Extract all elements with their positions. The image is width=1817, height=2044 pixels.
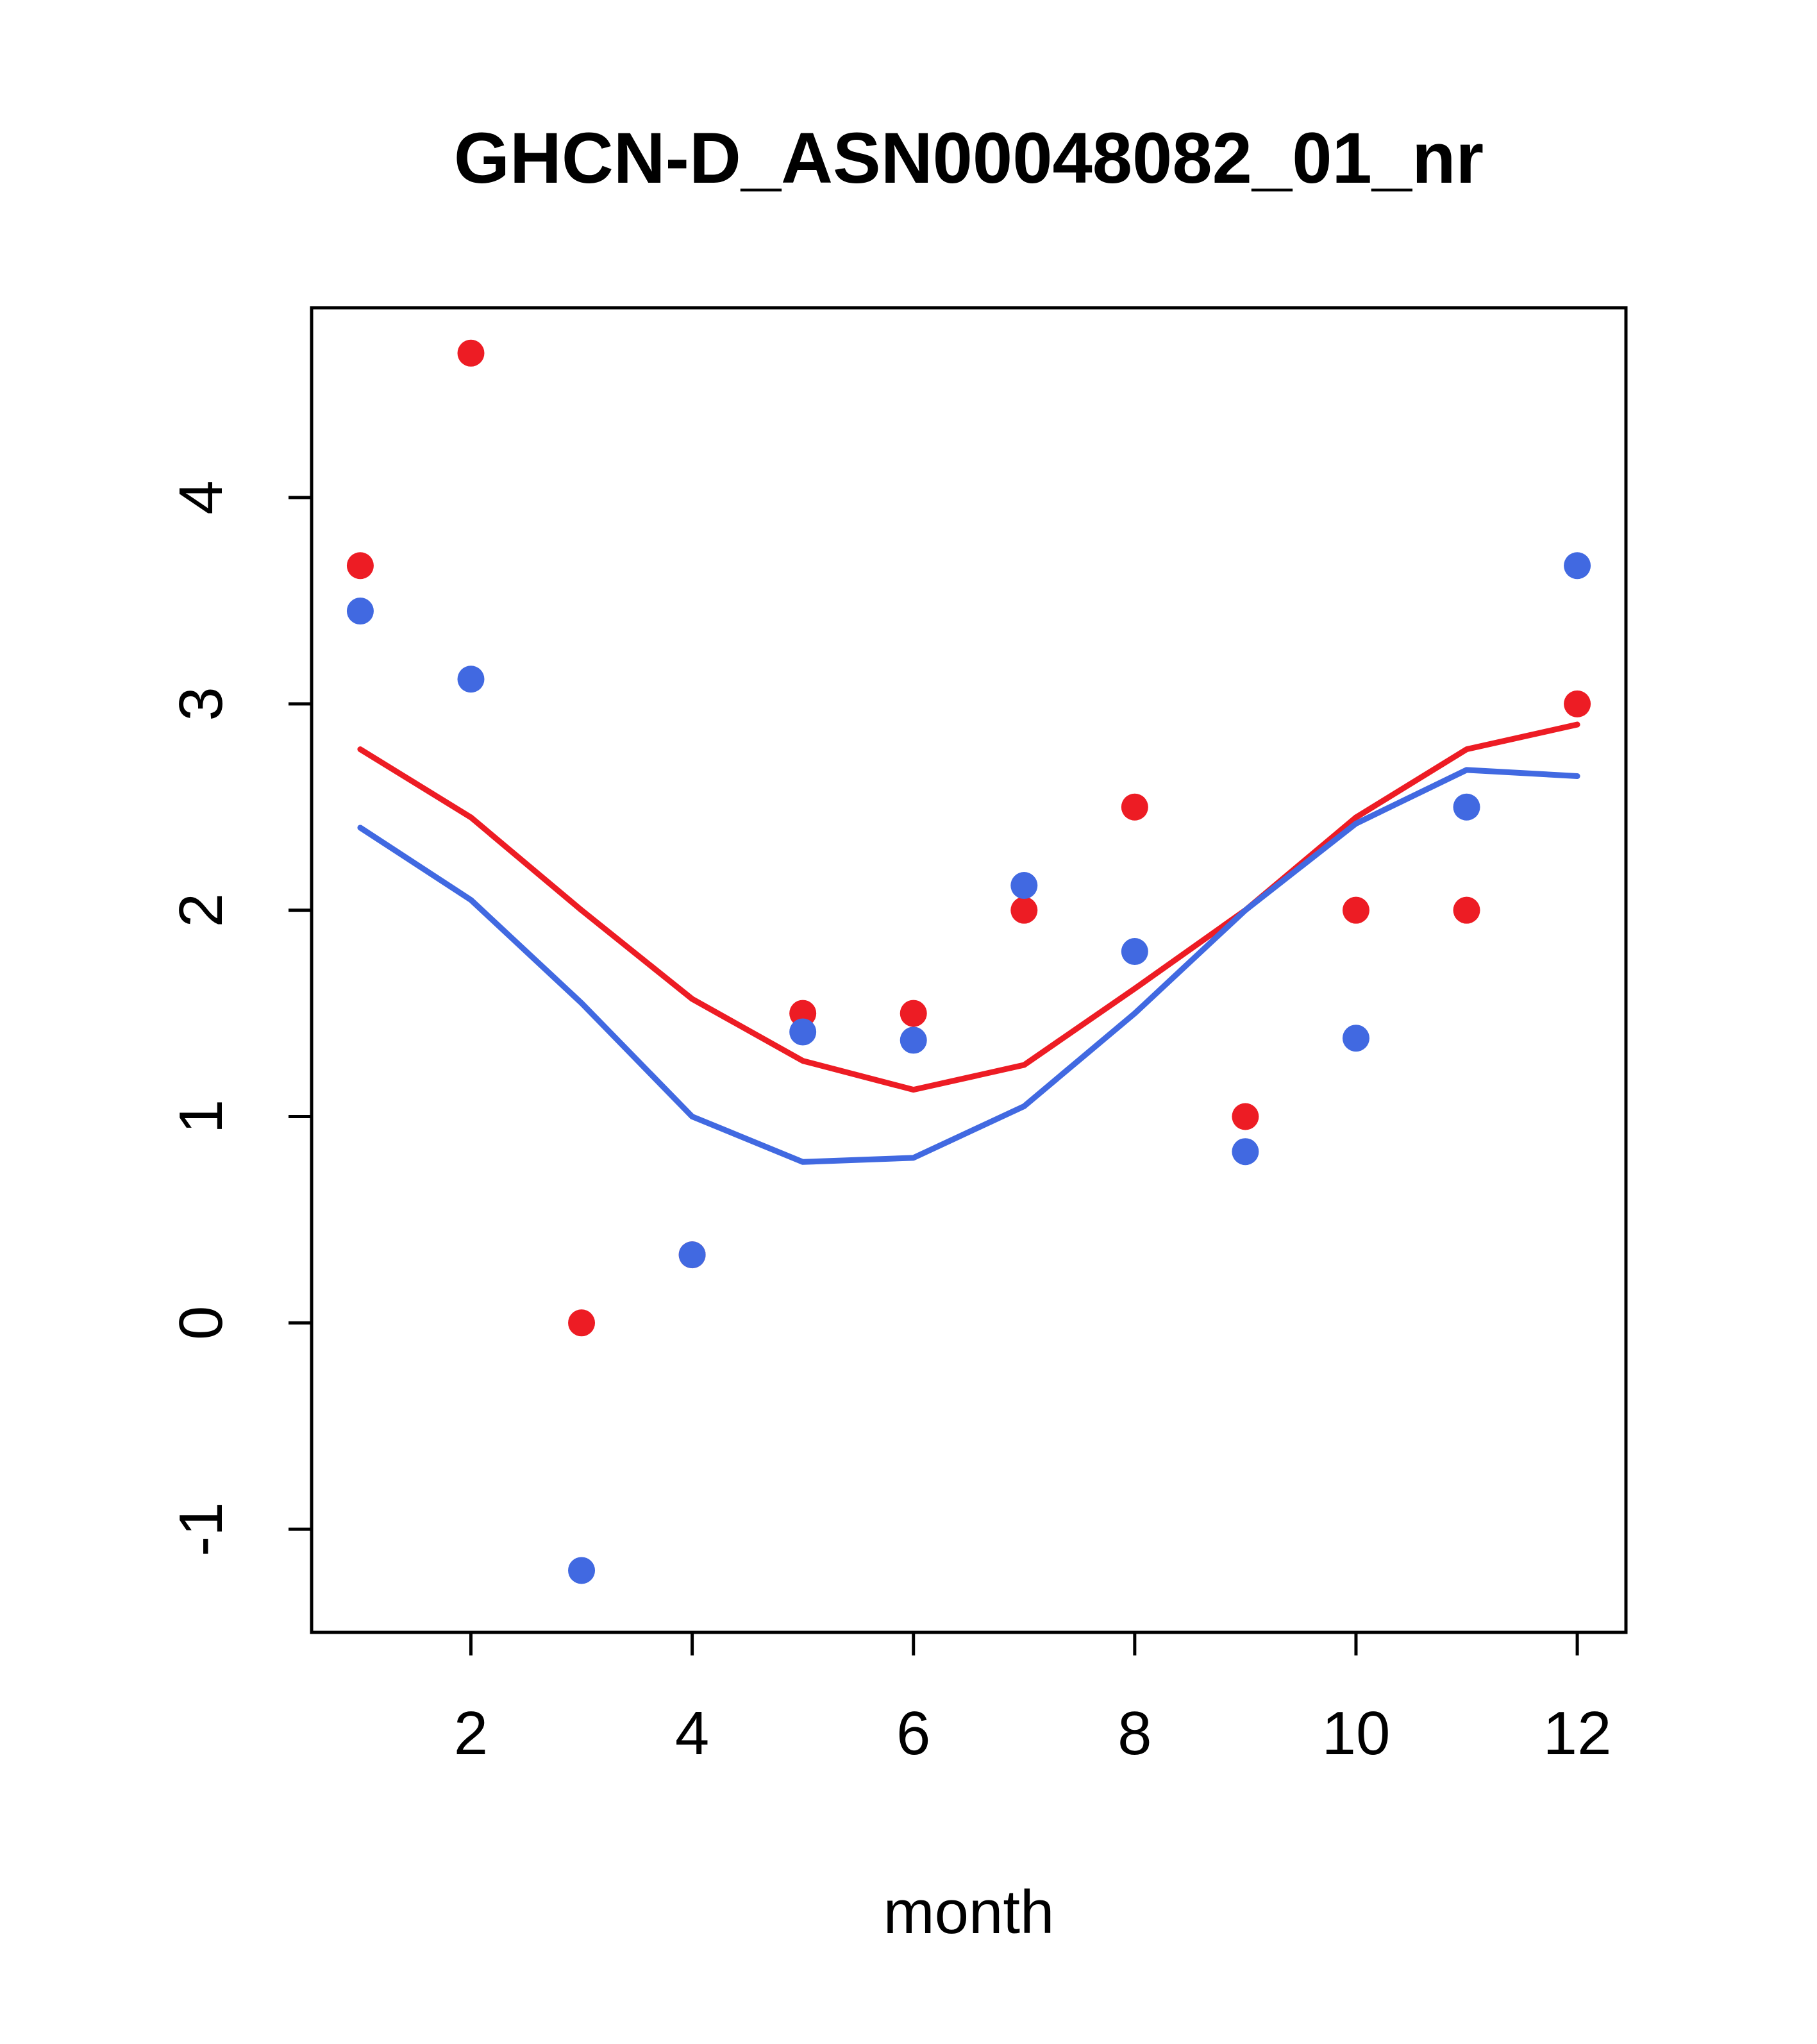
trend-red-line <box>357 721 1580 1093</box>
y-tick-label: 1 <box>167 1100 235 1134</box>
data-point-red-points <box>1342 896 1369 924</box>
y-tick-label: 2 <box>167 893 235 927</box>
trend-lines-layer <box>357 721 1580 1165</box>
trend-blue-line <box>357 767 1580 1165</box>
x-tick-label: 8 <box>1118 1699 1151 1768</box>
data-point-blue-points <box>457 666 485 693</box>
x-tick-label: 12 <box>1543 1699 1612 1768</box>
y-tick-label: -1 <box>167 1502 235 1556</box>
data-point-blue-points <box>568 1557 596 1584</box>
data-point-red-points <box>1564 690 1591 717</box>
x-tick-label: 10 <box>1322 1699 1391 1768</box>
data-point-blue-points <box>1342 1025 1369 1052</box>
data-point-blue-points <box>789 1018 817 1046</box>
data-point-red-points <box>1010 896 1038 924</box>
data-point-red-points <box>900 1000 927 1027</box>
data-point-red-points <box>457 339 485 367</box>
data-point-red-points <box>568 1309 596 1337</box>
data-point-blue-points <box>346 598 374 625</box>
data-point-red-points <box>789 1000 817 1027</box>
x-tick-label: 4 <box>675 1699 709 1768</box>
data-point-red-points <box>1453 896 1480 924</box>
data-point-blue-points <box>1232 1138 1259 1166</box>
data-point-blue-points <box>1564 552 1591 580</box>
axis-ticks <box>289 496 1579 1655</box>
data-point-blue-points <box>900 1026 927 1054</box>
data-points-layer <box>346 339 1591 1584</box>
x-tick-label: 6 <box>896 1699 930 1768</box>
data-point-blue-points <box>1453 793 1480 821</box>
plot-border <box>310 306 1628 1634</box>
data-point-blue-points <box>1121 938 1148 966</box>
y-tick-label: 0 <box>167 1306 235 1340</box>
x-axis-title: month <box>883 1878 1055 1947</box>
data-point-red-points <box>346 552 374 580</box>
data-point-blue-points <box>1010 872 1038 900</box>
data-point-red-points <box>1232 1103 1259 1130</box>
x-tick-label: 2 <box>454 1699 488 1768</box>
y-tick-label: 3 <box>167 687 235 721</box>
y-tick-label: 4 <box>167 480 235 514</box>
chart-title: GHCN-D_ASN00048082_01_nr <box>454 118 1484 198</box>
data-point-red-points <box>1121 793 1148 821</box>
data-point-blue-points <box>678 1241 706 1269</box>
